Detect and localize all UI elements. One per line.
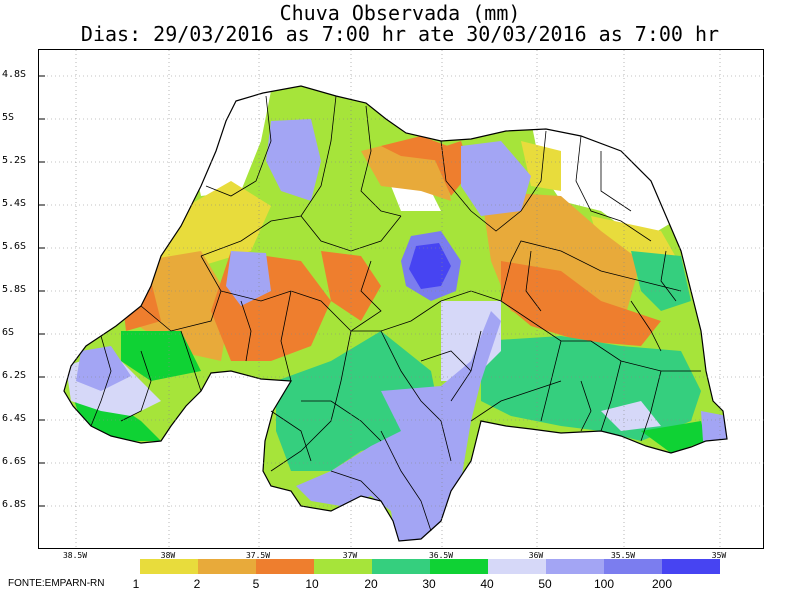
source-credit: FONTE:EMPARN-RN [8,578,105,589]
legend-swatch-3 [256,559,314,574]
legend-swatch-4 [314,559,372,574]
lat-lon-grid [39,50,765,550]
legend-swatch-6 [430,559,488,574]
y-label-6s: 6S [2,327,15,338]
legend-label-10: 10 [305,577,319,591]
x-label-37w: 37W [342,551,358,560]
x-label-35w: 35W [711,551,727,560]
y-label-5-6s: 5.6S [2,241,27,252]
legend-label-2: 2 [193,577,201,591]
legend-swatch-10 [662,559,720,574]
legend-label-1: 1 [132,577,140,591]
legend-label-100: 100 [593,577,615,591]
legend-swatch-7 [488,559,546,574]
x-label-37-5w: 37.5W [245,551,271,560]
legend-label-30: 30 [422,577,436,591]
y-label-4-8s: 4.8S [2,69,27,80]
legend-label-50: 50 [538,577,552,591]
map-frame [38,49,765,550]
municipal-boundaries [63,85,728,542]
legend-label-200: 200 [651,577,673,591]
legend-swatch-2 [198,559,256,574]
x-label-36-5w: 36.5W [428,551,454,560]
map-title: Chuva Observada (mm) [279,1,521,25]
legend-label-40: 40 [480,577,494,591]
y-label-6-6s: 6.6S [2,456,27,467]
legend-label-20: 20 [364,577,378,591]
y-label-6-8s: 6.8S [2,499,27,510]
x-label-35-5w: 35.5W [610,551,636,560]
rainfall-map [39,50,765,550]
map-subtitle: Dias: 29/03/2016 as 7:00 hr ate 30/03/20… [80,22,720,46]
x-label-38w: 38W [160,551,176,560]
y-label-5-4s: 5.4S [2,198,27,209]
y-label-6-4s: 6.4S [2,413,27,424]
legend-swatch-5 [372,559,430,574]
y-label-5-8s: 5.8S [2,284,27,295]
y-label-5s: 5S [2,112,15,123]
x-label-38-5w: 38.5W [62,551,88,560]
legend-swatch-1 [140,559,198,574]
legend-label-5: 5 [252,577,260,591]
y-label-5-2s: 5.2S [2,155,27,166]
x-label-36w: 36W [528,551,544,560]
axis-ticks [39,75,45,507]
rainfall-fill-layer [64,86,727,541]
y-label-6-2s: 6.2S [2,370,27,381]
legend-swatch-8 [546,559,604,574]
legend-swatch-9 [604,559,662,574]
